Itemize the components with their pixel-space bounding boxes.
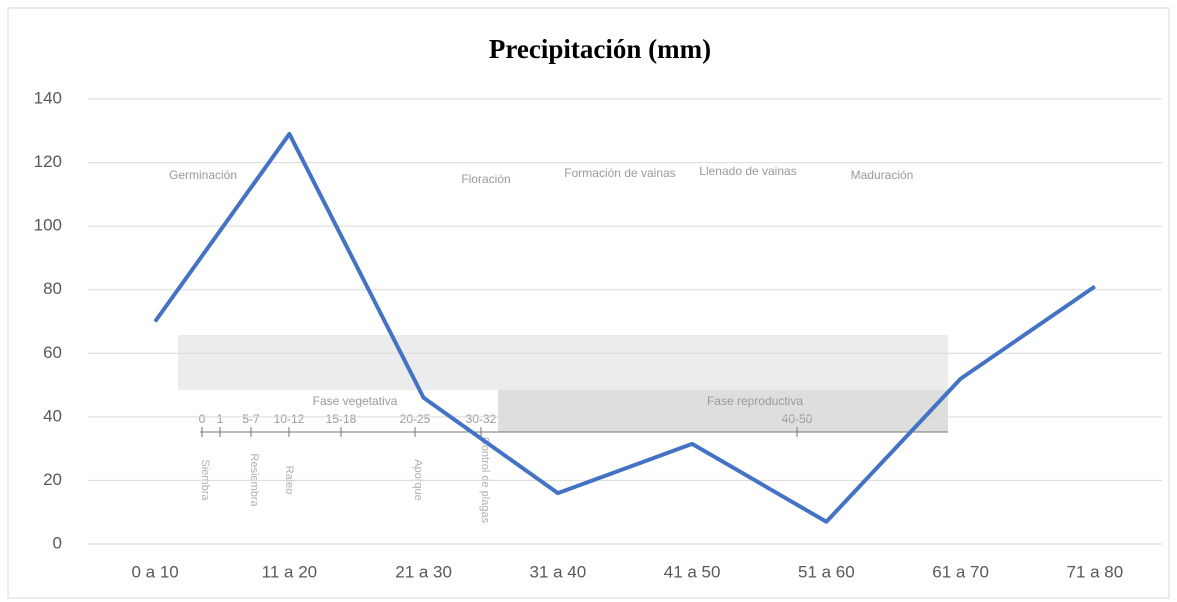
day-label: 5-7 [242,412,260,426]
day-label: 30-32 [466,412,497,426]
day-label: 20-25 [400,412,431,426]
day-label: 0 [199,412,206,426]
x-tick-label: 11 a 20 [262,562,317,581]
x-tick-label: 71 a 80 [1067,562,1124,581]
stage-label: Maduración [851,168,914,182]
stage-label: Germinación [169,168,237,182]
day-label: 1 [217,412,224,426]
x-tick-label: 21 a 30 [395,562,452,581]
x-tick-label: 51 a 60 [798,562,855,581]
y-tick-label: 20 [43,470,62,489]
y-tick-label: 140 [34,88,62,107]
y-tick-label: 0 [53,533,62,552]
phase-label: Fase vegetativa [313,394,398,408]
y-tick-label: 120 [34,152,62,171]
stage-label: Floración [461,172,510,186]
day-label: 10-12 [274,412,305,426]
x-tick-label: 61 a 70 [932,562,989,581]
stage-label: Formación de vainas [564,166,675,180]
x-tick-label: 41 a 50 [664,562,721,581]
phase-label: Fase reproductiva [707,394,803,408]
day-label: 40-50 [782,412,813,426]
stage-label: Llenado de vainas [699,164,796,178]
y-tick-label: 40 [43,406,62,425]
chart-frame [8,8,1169,598]
day-label: 15-18 [326,412,357,426]
chart-title: Precipitación (mm) [489,34,711,64]
page: {"chart_data": {"type": "line", "title":… [0,0,1177,602]
y-tick-label: 60 [43,343,62,362]
y-tick-label: 100 [34,216,62,235]
x-tick-label: 31 a 40 [530,562,587,581]
y-tick-label: 80 [43,279,62,298]
soil-band [178,335,948,390]
x-tick-label: 0 a 10 [131,562,178,581]
chart: Germinación Floración Formación de vainas L… [0,0,1177,602]
